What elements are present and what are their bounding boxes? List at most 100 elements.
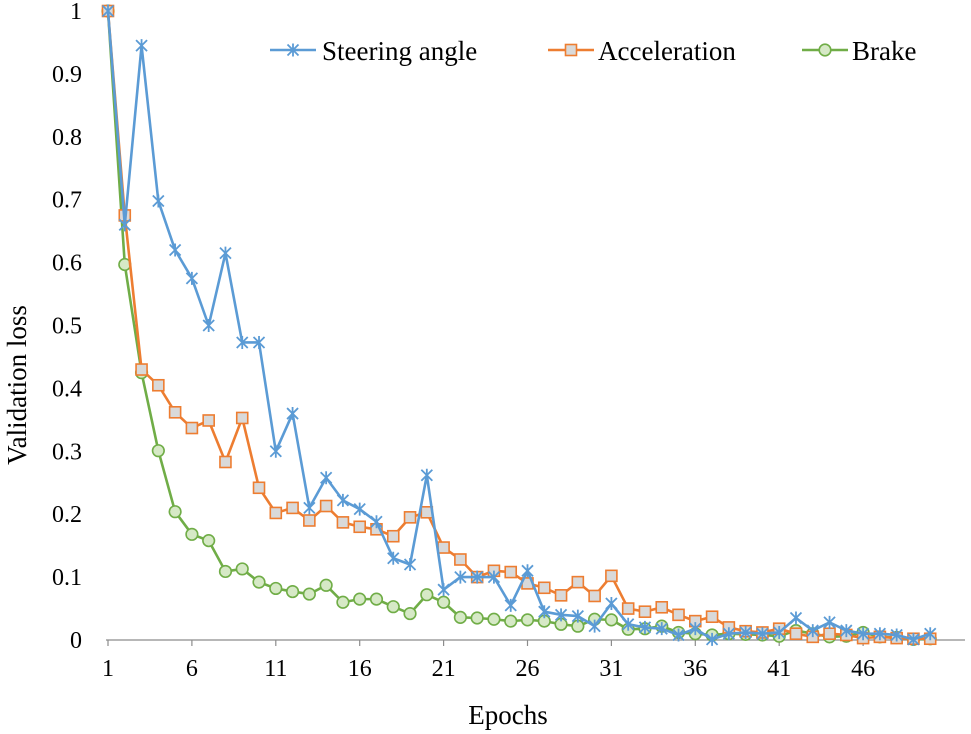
data-point: [101, 4, 115, 18]
data-point: [621, 602, 635, 615]
data-point: [856, 627, 870, 641]
series-steering-angle: [101, 4, 937, 646]
data-point: [705, 610, 719, 624]
data-point: [622, 617, 635, 631]
data-point: [252, 575, 266, 589]
series-group: [101, 4, 937, 646]
data-point: [487, 612, 501, 626]
data-point: [605, 597, 618, 611]
y-tick-label: 0.1: [52, 565, 82, 591]
data-point: [168, 406, 182, 419]
data-point: [285, 584, 300, 599]
data-point: [152, 378, 165, 392]
data-point: [554, 608, 568, 622]
data-point: [789, 611, 803, 625]
data-point: [437, 595, 451, 609]
data-point: [135, 363, 148, 376]
data-point: [369, 592, 384, 606]
data-point: [135, 39, 148, 53]
x-tick-label: 31: [599, 656, 623, 682]
x-tick-label: 6: [186, 656, 198, 682]
data-point: [588, 589, 601, 603]
data-point: [235, 562, 249, 576]
data-point: [236, 335, 249, 349]
data-point: [487, 570, 501, 584]
data-point: [386, 529, 400, 543]
data-point: [219, 455, 232, 469]
data-point: [320, 471, 333, 485]
data-point: [504, 598, 517, 612]
x-tick-label: 41: [767, 656, 791, 682]
data-point: [806, 624, 819, 638]
data-point: [336, 493, 350, 507]
data-point: [705, 632, 719, 646]
data-point: [353, 520, 367, 534]
data-point: [286, 407, 299, 421]
data-point: [504, 614, 518, 628]
series-line: [106, 10, 931, 641]
data-point: [605, 569, 618, 583]
y-tick-label: 0.4: [52, 376, 82, 402]
data-point: [638, 605, 652, 618]
legend: Steering angle Acceleration Brake: [270, 36, 916, 66]
data-point: [789, 627, 803, 641]
data-point: [420, 468, 433, 482]
x-tick-label: 46: [851, 656, 875, 682]
data-point: [739, 625, 752, 639]
data-point: [689, 622, 702, 636]
data-point: [353, 502, 366, 516]
data-point: [873, 627, 887, 641]
data-point: [521, 564, 534, 578]
y-tick-label: 0.7: [52, 188, 82, 214]
data-point: [471, 570, 484, 584]
data-point: [185, 527, 199, 541]
data-point: [520, 613, 535, 627]
data-point: [638, 620, 652, 634]
data-point: [437, 541, 450, 554]
data-point: [437, 583, 450, 597]
data-point: [235, 411, 249, 425]
legend-label: Steering angle: [322, 36, 477, 66]
data-point: [588, 619, 601, 633]
data-point: [504, 565, 518, 579]
data-point: [722, 627, 735, 641]
data-point: [403, 558, 417, 572]
data-point: [924, 627, 937, 641]
data-point: [152, 194, 165, 208]
data-point: [319, 578, 333, 592]
data-point: [370, 515, 383, 529]
y-tick-label: 0.9: [52, 62, 82, 88]
data-point: [420, 588, 434, 602]
x-tick-label: 36: [683, 656, 707, 682]
data-point: [454, 570, 467, 584]
data-point: [168, 243, 182, 257]
data-point: [773, 625, 786, 639]
data-point: [269, 581, 283, 596]
data-point: [286, 501, 299, 515]
x-axis-title: Epochs: [468, 700, 547, 730]
legend-item-steering-angle: Steering angle: [270, 36, 477, 66]
data-point: [672, 608, 685, 622]
data-point: [202, 414, 215, 427]
x-tick-label: 21: [432, 656, 456, 682]
data-point: [303, 501, 316, 515]
series-line: [106, 10, 931, 641]
legend-item-acceleration: Acceleration: [548, 36, 736, 66]
data-point: [604, 613, 619, 627]
data-point: [454, 553, 467, 566]
data-point: [907, 632, 920, 646]
y-tick-label: 0.2: [52, 502, 82, 528]
data-point: [185, 271, 199, 285]
data-point: [219, 246, 232, 260]
data-point: [403, 511, 417, 524]
data-point: [252, 481, 266, 495]
data-point: [151, 444, 165, 458]
data-point: [269, 506, 283, 520]
data-point: [319, 499, 333, 513]
y-tick-label: 0: [70, 628, 82, 654]
data-point: [118, 218, 131, 232]
data-point: [218, 564, 233, 579]
y-tick-label: 1: [70, 0, 82, 25]
axes: 00.10.20.30.40.50.60.70.80.911 6 11 16 21 26 3…: [52, 0, 965, 682]
